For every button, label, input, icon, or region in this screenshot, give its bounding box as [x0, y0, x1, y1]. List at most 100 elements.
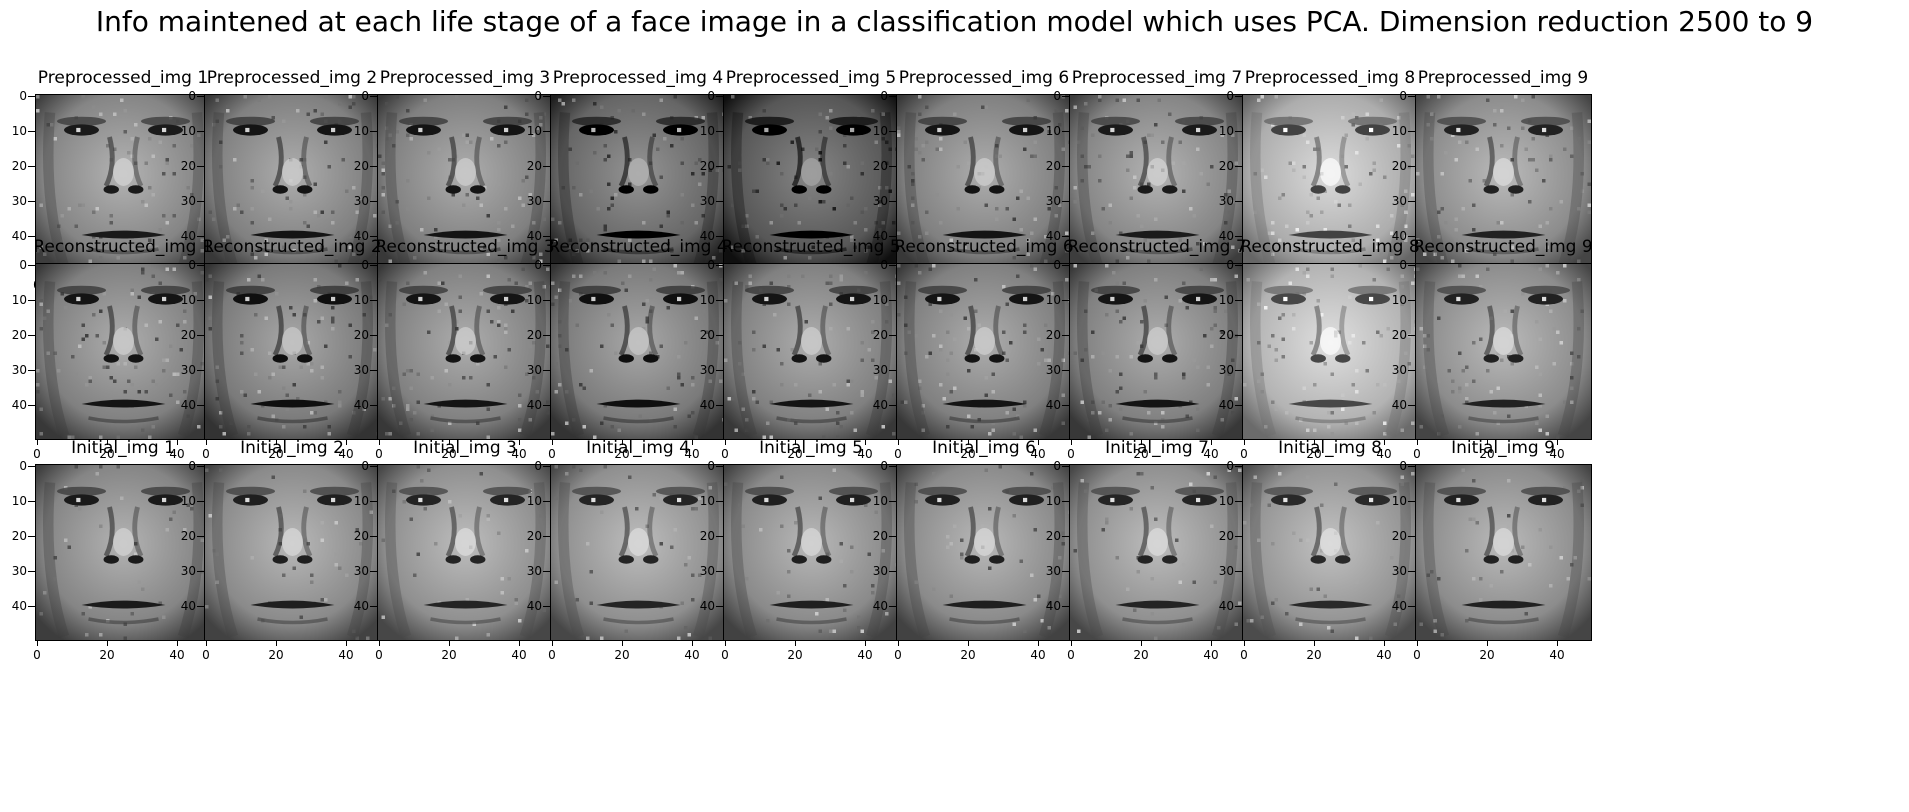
- face-image: [1415, 464, 1592, 641]
- y-tick-label: 40: [1391, 599, 1407, 613]
- panel-reconstructed-1: Reconstructed_img 1: [12, 237, 213, 461]
- y-tick: [1062, 265, 1069, 266]
- y-tick-label: 20: [11, 529, 27, 543]
- y-tick-label: 30: [872, 194, 888, 208]
- x-tick-label: 20: [1479, 648, 1495, 662]
- y-tick: [1062, 236, 1069, 237]
- y-tick: [370, 405, 377, 406]
- y-tick-label: 10: [1391, 293, 1407, 307]
- x-tick-label: 20: [99, 447, 115, 461]
- y-tick: [28, 131, 35, 132]
- panel-title: Reconstructed_img 1: [33, 237, 213, 257]
- x-tick-label: 0: [894, 648, 902, 662]
- x-tick-label: 40: [684, 447, 700, 461]
- panel-preprocessed-6: Preprocessed_img 6: [873, 68, 1073, 292]
- y-tick: [543, 201, 550, 202]
- y-tick: [543, 405, 550, 406]
- y-tick: [1408, 606, 1415, 607]
- x-tick-label: 20: [268, 447, 284, 461]
- y-tick-label: 30: [872, 564, 888, 578]
- panel-title: Preprocessed_img 3: [379, 68, 551, 88]
- y-tick-label: 30: [872, 363, 888, 377]
- y-tick: [1408, 335, 1415, 336]
- y-tick-label: 10: [1218, 293, 1234, 307]
- x-tick: [725, 439, 726, 445]
- y-tick-label: 10: [1391, 494, 1407, 508]
- x-tick-label: 40: [169, 447, 185, 461]
- y-tick-label: 30: [180, 194, 196, 208]
- x-tick: [1417, 640, 1418, 646]
- panel-title: Preprocessed_img 8: [1244, 68, 1416, 88]
- y-tick-label: 10: [1391, 124, 1407, 138]
- face-image: [1415, 263, 1592, 440]
- x-tick: [1384, 439, 1385, 445]
- y-tick: [370, 501, 377, 502]
- y-tick-label: 20: [353, 529, 369, 543]
- y-tick-label: 0: [19, 89, 27, 103]
- y-tick-label: 20: [699, 159, 715, 173]
- face-image: [35, 464, 212, 641]
- panel-title: Reconstructed_img 5: [721, 237, 901, 257]
- y-tick: [1062, 466, 1069, 467]
- y-tick: [1408, 265, 1415, 266]
- y-tick: [370, 96, 377, 97]
- x-tick: [206, 640, 207, 646]
- x-tick-label: 0: [721, 447, 729, 461]
- y-tick-label: 40: [699, 599, 715, 613]
- y-tick-label: 0: [707, 258, 715, 272]
- y-tick: [716, 405, 723, 406]
- y-tick-label: 30: [1045, 363, 1061, 377]
- x-tick-label: 20: [787, 648, 803, 662]
- face-image: [723, 94, 900, 271]
- y-tick-label: 10: [526, 124, 542, 138]
- y-tick: [197, 166, 204, 167]
- x-tick-label: 40: [1549, 447, 1565, 461]
- face-image: [723, 263, 900, 440]
- y-tick: [889, 236, 896, 237]
- y-tick-label: 10: [872, 124, 888, 138]
- y-tick: [889, 96, 896, 97]
- face-image: [1069, 464, 1246, 641]
- y-tick: [543, 131, 550, 132]
- y-tick-label: 30: [1391, 564, 1407, 578]
- x-tick: [1038, 640, 1039, 646]
- y-tick: [197, 131, 204, 132]
- x-tick: [692, 640, 693, 646]
- y-tick: [889, 265, 896, 266]
- y-tick-label: 30: [526, 194, 542, 208]
- panel-preprocessed-5: Preprocessed_img 5: [700, 68, 900, 292]
- y-tick: [1408, 131, 1415, 132]
- x-tick: [1487, 439, 1488, 445]
- x-tick-label: 20: [99, 648, 115, 662]
- x-tick-label: 40: [1203, 648, 1219, 662]
- x-tick: [1211, 640, 1212, 646]
- y-tick-label: 10: [11, 293, 27, 307]
- y-tick: [28, 466, 35, 467]
- x-tick: [1314, 640, 1315, 646]
- face-image: [896, 464, 1073, 641]
- panel-reconstructed-5: Reconstructed_img 5: [700, 237, 901, 461]
- y-tick: [716, 96, 723, 97]
- y-tick-label: 30: [1218, 564, 1234, 578]
- y-tick-label: 30: [1045, 564, 1061, 578]
- y-tick: [543, 335, 550, 336]
- x-tick: [1314, 439, 1315, 445]
- y-tick-label: 30: [11, 194, 27, 208]
- x-tick: [206, 439, 207, 445]
- x-tick-label: 40: [857, 648, 873, 662]
- y-tick: [1235, 370, 1242, 371]
- y-tick: [889, 571, 896, 572]
- y-tick: [370, 236, 377, 237]
- x-tick-label: 0: [375, 648, 383, 662]
- y-tick-label: 40: [180, 599, 196, 613]
- y-tick: [889, 300, 896, 301]
- y-tick: [1408, 370, 1415, 371]
- y-tick: [1062, 370, 1069, 371]
- y-tick-label: 20: [1391, 328, 1407, 342]
- y-tick: [716, 466, 723, 467]
- panel-title: Preprocessed_img 6: [898, 68, 1070, 88]
- face-image: [1069, 94, 1246, 271]
- x-tick-label: 0: [375, 447, 383, 461]
- y-tick: [1408, 466, 1415, 467]
- y-tick-label: 40: [526, 229, 542, 243]
